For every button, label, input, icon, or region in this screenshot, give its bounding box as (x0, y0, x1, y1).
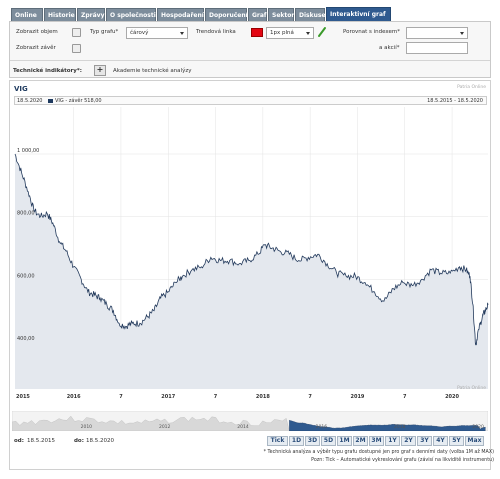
compare-index-label: Porovnat s indexem* (343, 29, 400, 35)
navigator-label: 2020 (472, 424, 484, 430)
to-label: do: (74, 438, 84, 444)
from-label: od: (14, 438, 24, 444)
y-tick-label: 400,00 (17, 336, 35, 342)
tab-bar: Online Historie Zprávy O společnosti Hos… (11, 7, 391, 21)
show-close-checkbox[interactable] (72, 44, 81, 53)
period-button-2m[interactable]: 2M (353, 436, 368, 446)
period-button-1m[interactable]: 1M (337, 436, 352, 446)
range-bar: od: 18.5.2015 do: 18.5.2020 Tick 1D 3D 5D 1M… (10, 436, 490, 448)
tab-interaktivni-graf[interactable]: Interaktivní graf (326, 7, 391, 21)
price-chart-svg[interactable]: 1 000,00 800,00 600,00 400,00 2015 2016 7 2017… (10, 81, 490, 431)
from-date-input[interactable]: 18.5.2015 (27, 438, 55, 444)
y-tick-label: 800,00 (17, 211, 35, 217)
period-button-3m[interactable]: 3M (369, 436, 384, 446)
trend-line-label: Trendová linka (196, 29, 236, 35)
chart-info-bar: 18.5.2020 VIG - závěr 518,00 18.5.2015 -… (14, 96, 487, 105)
period-button-3d[interactable]: 3D (305, 436, 320, 446)
chart-type-select[interactable]: čárový (126, 27, 188, 39)
tab-sektor[interactable]: Sektor (268, 8, 294, 21)
info-range: 18.5.2015 - 18.5.2020 (427, 98, 483, 104)
x-tick-label: 2018 (256, 394, 270, 400)
x-tick-label: 2015 (16, 394, 30, 400)
add-indicator-button[interactable]: + (94, 65, 106, 76)
tech-indicators-label: Technické indikátory*: (13, 68, 82, 74)
navigator-history (12, 415, 290, 431)
to-date-input[interactable]: 18.5.2020 (86, 438, 114, 444)
y-tick-label: 1 000,00 (17, 148, 39, 154)
period-button-tick[interactable]: Tick (267, 436, 288, 446)
navigator-selection[interactable] (289, 419, 486, 431)
note-tick: Pozn: Tick – Automatické vykreslování gr… (311, 458, 494, 463)
show-volume-checkbox[interactable] (72, 28, 81, 37)
period-button-2y[interactable]: 2Y (401, 436, 416, 446)
navigator-label: 2010 (81, 424, 93, 430)
navigator-label: 2012 (159, 424, 171, 430)
x-tick-label: 7 (403, 394, 407, 400)
tab-diskuse[interactable]: Diskuse (295, 8, 326, 21)
chevron-down-icon (306, 32, 310, 35)
period-button-5y[interactable]: 5Y (449, 436, 464, 446)
show-close-label: Zobrazit závěr (16, 45, 56, 51)
price-line (14, 153, 489, 346)
info-date: 18.5.2020 (17, 98, 43, 104)
chart-settings-panel: Zobrazit objem Zobrazit závěr Typ grafu*… (9, 21, 491, 78)
period-button-3y[interactable]: 3Y (417, 436, 432, 446)
price-area (15, 154, 488, 389)
tab-graf[interactable]: Graf (248, 8, 267, 21)
watermark-bottom: Patria Online (457, 385, 486, 391)
series-legend-swatch (48, 99, 53, 103)
period-button-max[interactable]: Max (465, 436, 484, 446)
navigator-label: 2018 (394, 424, 406, 430)
x-tick-label: 2020 (445, 394, 459, 400)
navigator-label: 2014 (237, 424, 249, 430)
period-button-4y[interactable]: 4Y (433, 436, 448, 446)
y-tick-label: 600,00 (17, 273, 35, 279)
x-tick-label: 7 (308, 394, 312, 400)
x-tick-label: 2017 (161, 394, 175, 400)
range-navigator[interactable]: 2010 2012 2014 2016 2018 2020 (12, 411, 488, 431)
x-tick-label: 2019 (350, 394, 364, 400)
chevron-down-icon (180, 32, 184, 35)
line-style-select[interactable]: 1px plná (266, 27, 314, 39)
trend-color-swatch[interactable] (251, 28, 263, 37)
period-button-1d[interactable]: 1D (289, 436, 304, 446)
tab-doporuceni[interactable]: Doporučení (205, 8, 248, 21)
pencil-icon[interactable] (317, 26, 327, 38)
period-button-1y[interactable]: 1Y (385, 436, 400, 446)
tab-historie[interactable]: Historie (44, 8, 76, 21)
tab-zpravy[interactable]: Zprávy (77, 8, 105, 21)
tab-online[interactable]: Online (11, 8, 43, 21)
watermark-top: Patria Online (457, 85, 486, 90)
chart-type-label: Typ grafu* (90, 29, 119, 35)
chart-title: VIG (14, 85, 28, 93)
tech-analysis-link[interactable]: Akademie technické analýzy (113, 68, 192, 74)
x-tick-label: 7 (214, 394, 218, 400)
interactive-chart: VIG Patria Online 18.5.2020 VIG - závěr … (9, 80, 491, 470)
chevron-down-icon (460, 32, 464, 35)
period-button-5d[interactable]: 5D (321, 436, 336, 446)
x-tick-label: 7 (119, 394, 123, 400)
compare-index-select[interactable] (406, 27, 468, 39)
x-tick-label: 2016 (67, 394, 81, 400)
panel-divider (10, 60, 490, 61)
tab-hospodareni[interactable]: Hospodaření (157, 8, 204, 21)
compare-stock-label: a akcií* (379, 45, 400, 51)
info-series: VIG - závěr 518,00 (55, 98, 102, 104)
note-tech-analysis: * Technická analýza a výběr typu grafu d… (263, 450, 494, 455)
tab-o-spolecnosti[interactable]: O společnosti (106, 8, 156, 21)
navigator-label: 2016 (316, 424, 328, 430)
show-volume-label: Zobrazit objem (16, 29, 58, 35)
compare-stock-input[interactable] (406, 42, 468, 54)
